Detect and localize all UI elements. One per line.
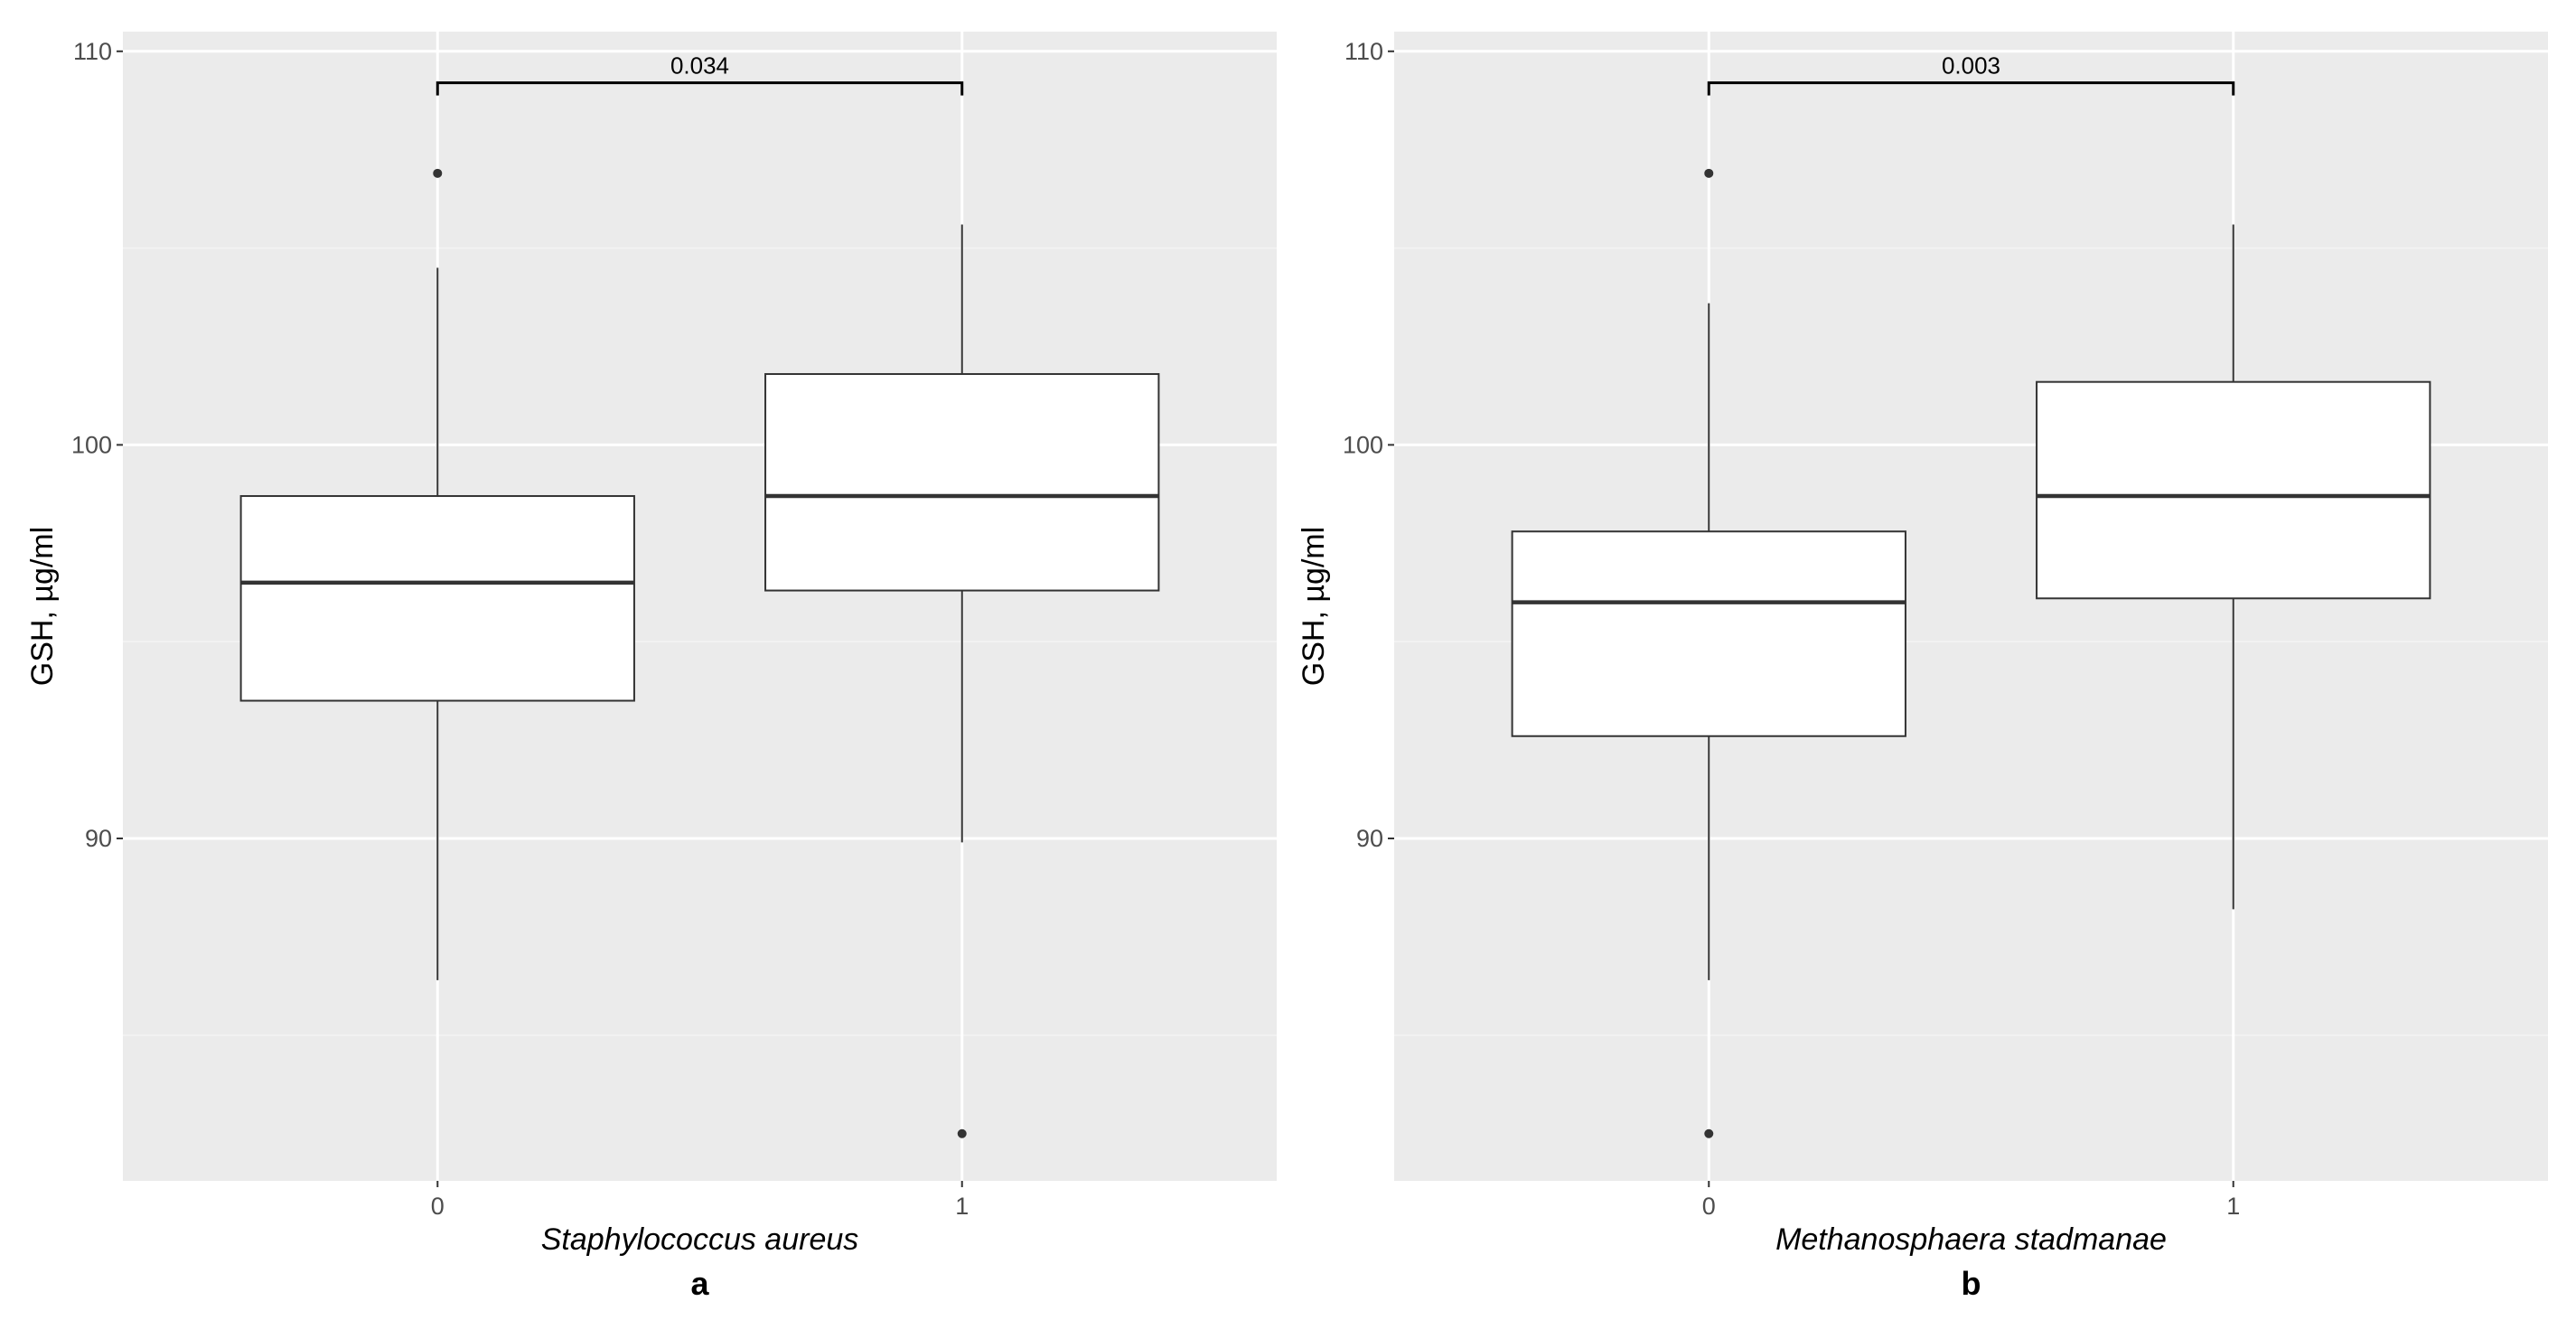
box-iqr <box>239 495 635 702</box>
box-0 <box>1511 168 1906 1138</box>
box-1 <box>764 224 1160 1138</box>
box-iqr <box>1511 530 1906 737</box>
significance-label: 0.034 <box>670 52 729 80</box>
significance-bracket <box>436 81 964 96</box>
x-tick-label: 0 <box>431 1193 445 1220</box>
y-tick-label: 110 <box>73 38 112 65</box>
outlier-point <box>433 168 443 178</box>
x-tick-label: 0 <box>1702 1193 1716 1220</box>
x-tick-label: 1 <box>955 1193 969 1220</box>
significance-bracket <box>1707 81 2235 96</box>
box-0 <box>239 168 635 980</box>
outlier-point <box>957 1128 967 1138</box>
y-tick-label: 90 <box>85 825 112 852</box>
chart-panel-b: 90 100 110 0 1 0.003 Methanosphaera stadmanae G… <box>1297 32 2548 1302</box>
x-axis-title: Methanosphaera stadmanae <box>1775 1222 2167 1257</box>
y-tick-label: 100 <box>71 431 112 458</box>
box-iqr <box>764 372 1160 592</box>
y-axis-title: GSH, µg/ml <box>25 527 60 686</box>
significance-label: 0.003 <box>1942 52 2000 80</box>
y-tick-label: 100 <box>1343 431 1383 458</box>
panel-label: b <box>1962 1265 1981 1302</box>
box-1 <box>2036 224 2431 910</box>
x-tick-label: 1 <box>2226 1193 2240 1220</box>
y-tick-label: 90 <box>1356 825 1383 852</box>
outlier-point <box>1704 1128 1714 1138</box>
x-axis-title: Staphylococcus aureus <box>541 1222 859 1257</box>
outlier-point <box>1704 168 1714 178</box>
y-tick-label: 110 <box>1344 38 1383 65</box>
y-axis-title: GSH, µg/ml <box>1297 527 1331 686</box>
panel-label: a <box>690 1265 709 1302</box>
chart-panel-a: 90 100 110 0 1 0.034 Staphylococcus aureus GSH,… <box>25 32 1277 1302</box>
box-iqr <box>2036 380 2431 600</box>
